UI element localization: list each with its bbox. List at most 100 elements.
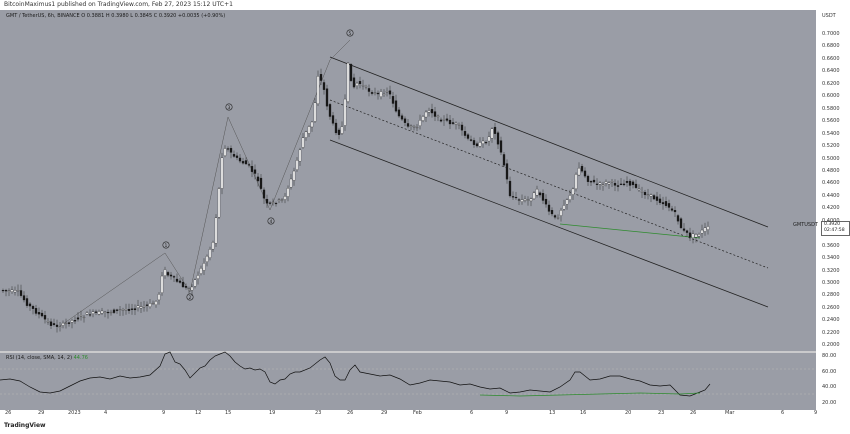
candle-body [61,322,65,326]
candle-body [370,92,374,94]
candle-body [676,215,680,222]
candle-body [427,110,431,113]
candle-body [220,157,224,189]
time-tick-label: Mar [725,410,735,416]
chart-plot-area[interactable] [0,10,816,410]
candle-body [610,181,614,183]
candle-body [463,131,467,136]
rsi-legend[interactable]: RSI (14, close, SMA, 14, 2) 44.76 [6,355,88,361]
candle-body [454,122,458,125]
candle-body [418,120,422,126]
candle-body [661,202,665,205]
time-tick-label: 29 [381,410,388,416]
wave-label-1 [162,241,170,249]
symbol-legend[interactable]: GMT / TetherUS, 6h, BINANCE O 0.3881 H 0… [6,13,225,19]
candle-body [481,140,485,144]
price-tag-price: 0.3920 [824,222,841,227]
candle-body [592,179,596,183]
price-tick-label: 0.6400 [822,68,840,75]
candle-body [640,191,644,193]
wave-label-3-text: 3 [228,105,231,111]
rsi-legend-value: 44.76 [73,355,88,361]
candle-body [349,64,353,81]
candle-body [115,309,119,311]
candle-body [706,226,710,230]
candle-body [82,316,86,319]
candle-body [205,255,209,262]
candle-body [544,198,548,205]
rsi-tick-label: 40.00 [822,384,837,390]
candle-body [343,98,347,126]
candle-body [10,289,14,292]
price-tick-label: 0.2600 [822,304,840,311]
time-tick-label: 12 [195,410,202,416]
rsi-legend-title: RSI (14, close, SMA, 14, 2) [6,355,73,361]
candle-body [589,181,593,183]
price-tick-label: 0.2000 [822,342,840,349]
candle-body [271,201,275,203]
candle-body [202,263,206,271]
candle-body [337,129,341,135]
candle-body [58,326,62,328]
candle-body [22,295,26,301]
candle-body [301,137,305,148]
candle-body [241,161,245,164]
candle-body [460,124,464,131]
candle-body [244,160,248,165]
candle-body [262,189,266,199]
candle-body [37,312,41,315]
candle-body [268,202,272,204]
candle-body [178,280,182,283]
candle-body [226,148,230,150]
candle-body [253,169,257,174]
support-line [559,223,701,239]
candle-body [520,199,524,202]
candle-body [700,229,704,234]
candle-body [211,242,215,250]
candle-body [391,96,395,104]
price-axis-pane[interactable] [816,10,850,410]
wave-label-4 [267,217,275,225]
time-tick-label: 26 [690,410,697,416]
candle-body [175,278,179,282]
candle-body [376,92,380,95]
time-tick-label: 9 [814,410,818,416]
candle-body [94,311,98,313]
channel-lower-line [329,139,769,308]
candle-body [187,288,191,290]
candle-body [163,269,167,276]
candle-body [601,184,605,187]
candle-body [469,139,473,141]
rsi-tick-label: 20.00 [822,400,837,406]
price-tick-label: 0.4200 [822,205,840,212]
candle-body [571,188,575,195]
time-tick-label: 16 [580,410,587,416]
time-tick-label: 23 [658,410,665,416]
candle-body [223,148,227,156]
time-tick-label: 23 [315,410,322,416]
candle-body [565,199,569,205]
candle-body [250,166,254,172]
candle-body [547,204,551,212]
candle-body [595,183,599,185]
candle-body [280,199,284,201]
price-tick-label: 0.5400 [822,130,840,137]
candle-body [142,306,146,308]
candle-body [70,320,74,323]
candle-body [304,131,308,138]
tradingview-logo[interactable]: TradingView [4,422,46,429]
price-tick-label: 0.7000 [822,31,840,37]
candle-body [496,132,500,145]
candle-body [685,230,689,233]
candle-body [25,298,29,306]
time-tick-label: 9 [505,410,509,416]
candle-body [307,126,311,134]
time-tick-label: 19 [269,410,276,416]
candle-body [550,210,554,215]
candle-body [325,88,329,107]
candle-body [49,321,53,326]
candle-body [664,201,668,206]
candle-body [295,160,299,170]
wave-label-2-text: 2 [189,295,192,301]
